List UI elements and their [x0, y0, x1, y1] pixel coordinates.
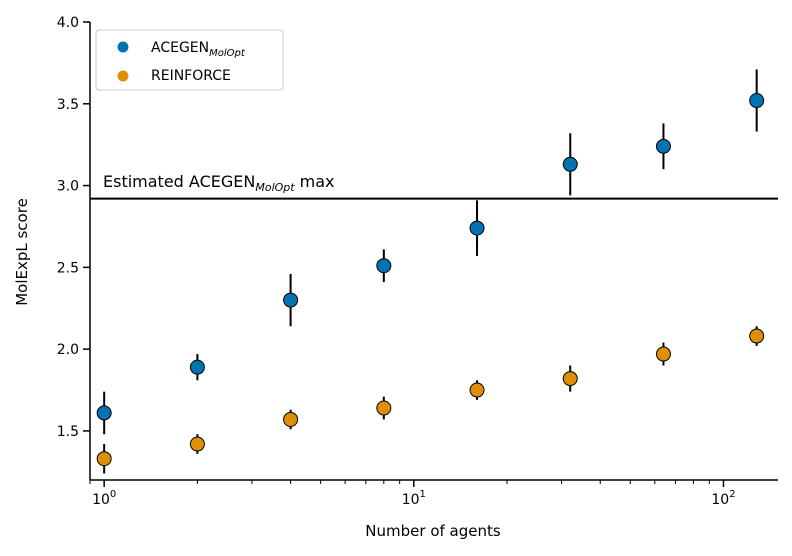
y-tick-label-1: 2.0 — [57, 342, 79, 358]
point-s0-3 — [376, 258, 392, 274]
point-s1-7 — [749, 328, 765, 344]
legend: ACEGENMolOpt REINFORCE — [95, 29, 284, 91]
x-tick-label-base-2: 10 — [711, 492, 729, 508]
point-s0-1 — [189, 359, 205, 375]
point-s1-2 — [283, 411, 299, 427]
point-s0-5 — [562, 156, 578, 172]
reference-line-group: Estimated ACEGENMolOpt max — [90, 172, 778, 200]
point-s0-6 — [655, 138, 671, 154]
reference-label-suffix: max — [295, 172, 335, 191]
legend-marker-reinforce — [117, 70, 129, 82]
reference-label-prefix: Estimated ACEGEN — [103, 172, 255, 191]
reference-line-label: Estimated ACEGENMolOpt max — [103, 172, 335, 194]
legend-marker-acegen — [117, 41, 129, 53]
x-ticks: 100 101 102 — [89, 480, 736, 508]
y-tick-label-0: 1.5 — [57, 424, 79, 440]
x-tick-label-exp-2: 2 — [729, 489, 735, 500]
x-tick-label-exp-1: 1 — [420, 489, 426, 500]
legend-label-acegen-name: ACEGEN — [151, 40, 209, 56]
reference-label-subscript: MolOpt — [255, 181, 295, 194]
legend-label-acegen-subscript: MolOpt — [209, 48, 246, 59]
series-0 — [96, 69, 765, 435]
y-tick-label-5: 4.0 — [57, 15, 79, 31]
y-tick-label-3: 3.0 — [57, 179, 79, 195]
point-s1-4 — [469, 382, 485, 398]
legend-label-reinforce: REINFORCE — [151, 68, 231, 84]
x-tick-label-exp-0: 0 — [110, 489, 116, 500]
legend-label-acegen: ACEGENMolOpt — [151, 40, 246, 59]
point-s1-1 — [189, 436, 205, 452]
y-tick-label-4: 3.5 — [57, 97, 79, 113]
point-s0-4 — [469, 220, 485, 236]
series-1 — [96, 326, 765, 474]
x-tick-label-2: 102 — [711, 489, 735, 508]
x-tick-label-base-1: 10 — [402, 492, 420, 508]
point-s1-5 — [562, 371, 578, 387]
y-axis-label: MolExpL score — [13, 198, 31, 306]
x-axis-label: Number of agents — [365, 522, 501, 540]
point-s0-0 — [96, 405, 112, 421]
x-tick-label-0: 100 — [92, 489, 116, 508]
x-tick-label-base-0: 10 — [92, 492, 110, 508]
point-s0-2 — [283, 292, 299, 308]
point-s1-0 — [96, 451, 112, 467]
x-tick-label-1: 101 — [402, 489, 426, 508]
y-tick-label-2: 2.5 — [57, 260, 79, 276]
point-s1-6 — [655, 346, 671, 362]
axes — [89, 22, 778, 481]
series-layer — [96, 69, 765, 474]
y-ticks: 1.5 2.0 2.5 3.0 3.5 4.0 — [57, 15, 90, 440]
legend-frame — [95, 29, 284, 91]
point-s0-7 — [749, 93, 765, 109]
point-s1-3 — [376, 400, 392, 416]
